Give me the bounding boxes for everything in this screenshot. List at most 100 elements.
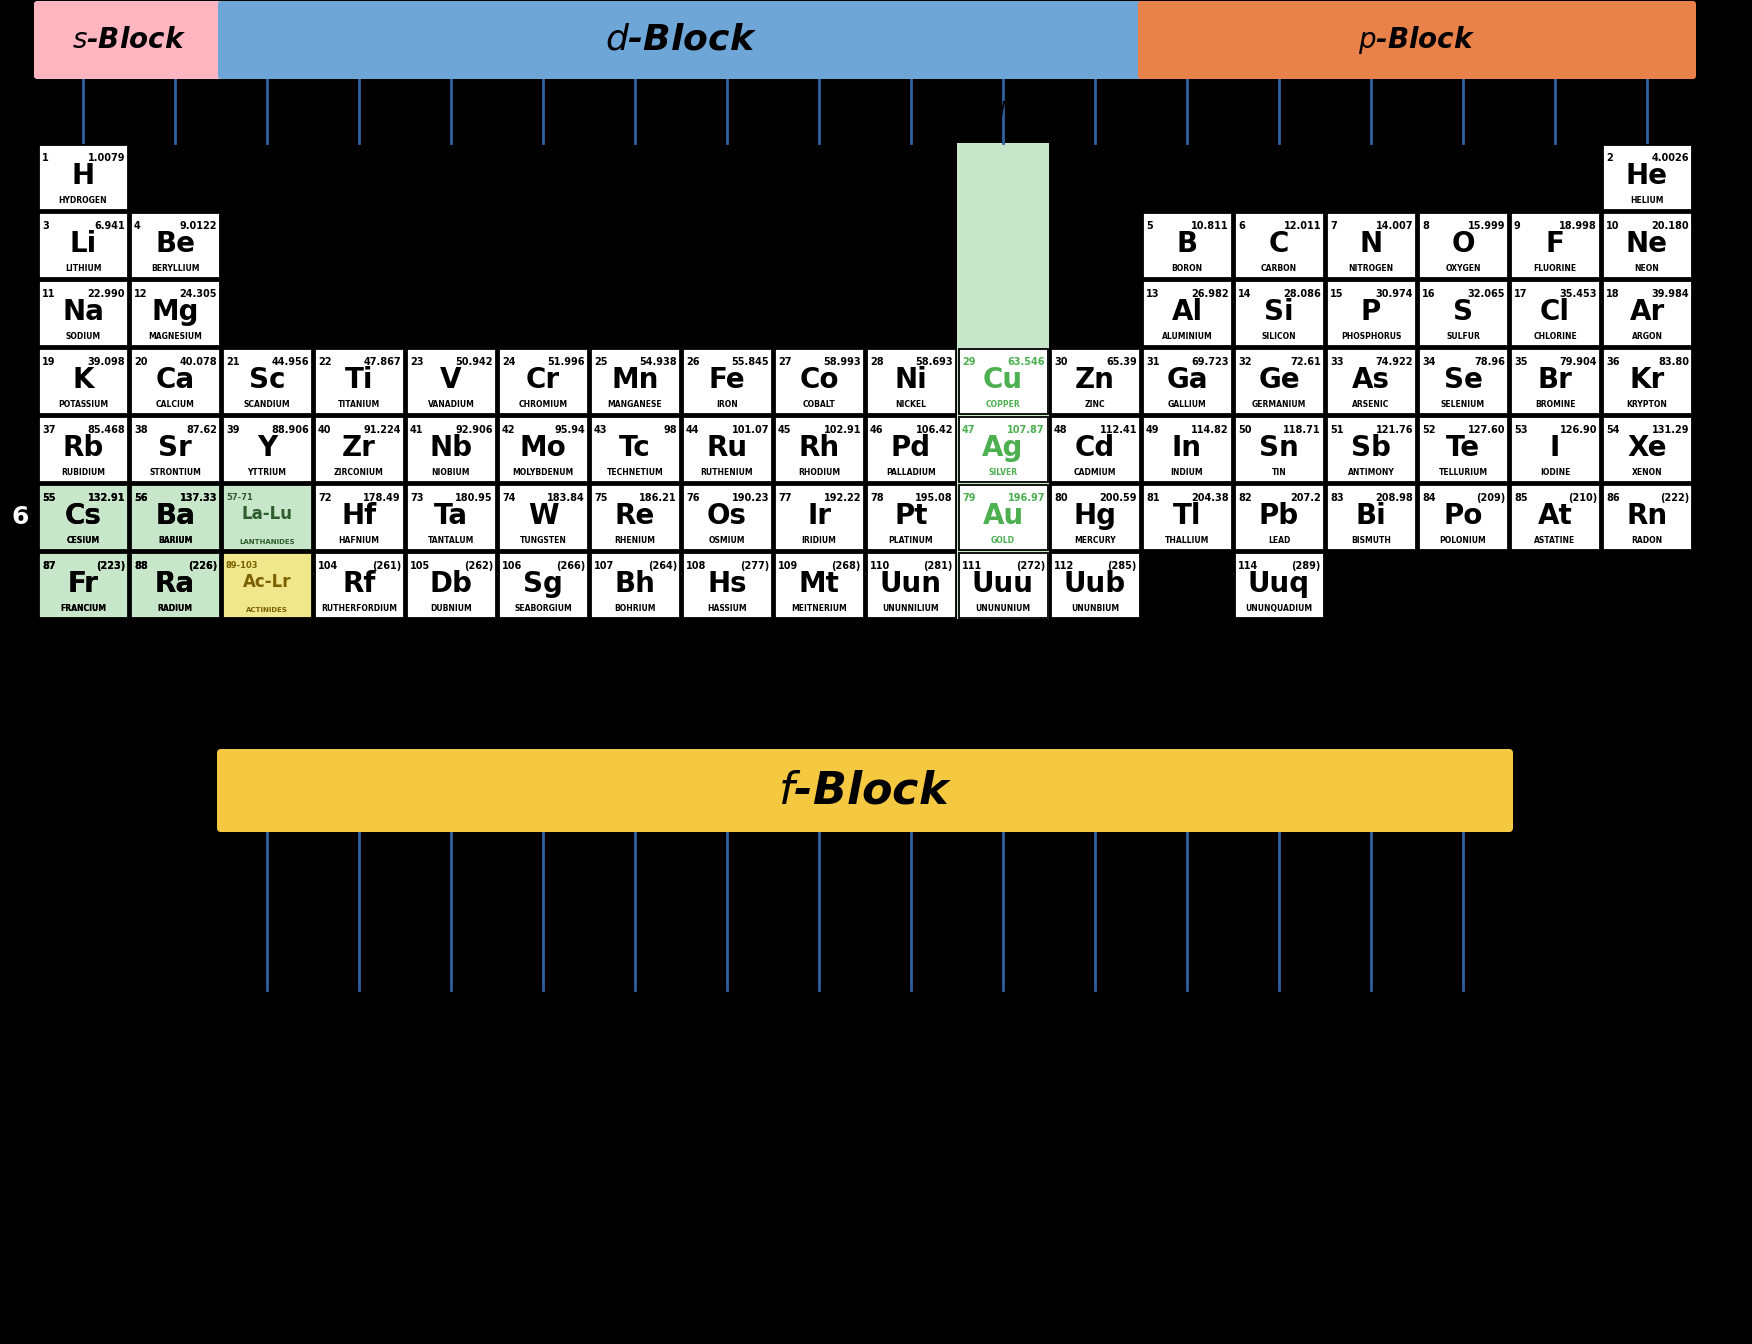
Text: SILICON: SILICON	[1261, 332, 1296, 341]
Text: Ne: Ne	[1626, 230, 1668, 258]
Text: Sc: Sc	[249, 366, 286, 394]
Text: 29: 29	[962, 358, 976, 367]
Text: C: C	[1268, 230, 1289, 258]
Text: THALLIUM: THALLIUM	[1165, 536, 1209, 546]
Bar	[1142, 417, 1232, 481]
Text: NIOBIUM: NIOBIUM	[431, 468, 470, 477]
Text: IRON: IRON	[717, 401, 738, 409]
Text: 6: 6	[1239, 220, 1244, 231]
Text: 74: 74	[503, 493, 515, 503]
Text: 37: 37	[42, 425, 56, 435]
Text: 121.76: 121.76	[1375, 425, 1414, 435]
Text: SEABORGIUM: SEABORGIUM	[513, 603, 571, 613]
Text: 51: 51	[1330, 425, 1344, 435]
Bar	[223, 552, 312, 617]
Text: 87.62: 87.62	[186, 425, 217, 435]
Text: 10: 10	[1607, 220, 1619, 231]
Text: ARGON: ARGON	[1631, 332, 1663, 341]
Text: TELLURIUM: TELLURIUM	[1438, 468, 1487, 477]
Text: STRONTIUM: STRONTIUM	[149, 468, 201, 477]
Bar	[683, 484, 771, 550]
Text: 36: 36	[1607, 358, 1619, 367]
Text: 39.098: 39.098	[88, 358, 124, 367]
Text: HAFNIUM: HAFNIUM	[338, 536, 380, 546]
Text: 19: 19	[42, 358, 56, 367]
Text: 137.33: 137.33	[179, 493, 217, 503]
Text: 24.305: 24.305	[179, 289, 217, 298]
Text: 107.87: 107.87	[1007, 425, 1044, 435]
Text: Li: Li	[70, 230, 96, 258]
Text: 1: 1	[42, 153, 49, 163]
Bar	[39, 484, 128, 550]
Bar	[406, 417, 496, 481]
Text: SCANDIUM: SCANDIUM	[244, 401, 291, 409]
Text: $f$-Block: $f$-Block	[778, 769, 951, 812]
Text: Br: Br	[1538, 366, 1573, 394]
Text: (222): (222)	[1659, 493, 1689, 503]
Text: Be: Be	[154, 230, 194, 258]
Text: 56: 56	[133, 493, 147, 503]
Text: $d^9$: $d^9$	[990, 97, 1016, 122]
Text: Hg: Hg	[1074, 501, 1116, 530]
Bar	[1603, 212, 1691, 277]
Text: 88: 88	[133, 560, 147, 571]
Text: 25: 25	[594, 358, 608, 367]
Text: Ar: Ar	[1629, 297, 1664, 325]
Text: 83.80: 83.80	[1657, 358, 1689, 367]
Bar	[1235, 212, 1323, 277]
Text: UNUNNILIUM: UNUNNILIUM	[883, 603, 939, 613]
Text: 28: 28	[871, 358, 883, 367]
Bar	[130, 552, 219, 617]
Bar	[683, 417, 771, 481]
Text: 74.922: 74.922	[1375, 358, 1414, 367]
Bar	[499, 552, 587, 617]
Text: UNUNBIUM: UNUNBIUM	[1070, 603, 1120, 613]
Bar	[867, 417, 955, 481]
Text: PALLADIUM: PALLADIUM	[887, 468, 936, 477]
Text: 6.941: 6.941	[95, 220, 124, 231]
Bar	[1510, 417, 1600, 481]
Text: BORON: BORON	[1172, 263, 1202, 273]
Bar	[590, 484, 680, 550]
Text: Xe: Xe	[1628, 434, 1666, 461]
Bar	[1326, 281, 1416, 345]
Text: Ca: Ca	[156, 366, 194, 394]
Text: Uuu: Uuu	[972, 570, 1034, 598]
Text: 21: 21	[226, 358, 240, 367]
Text: RHENIUM: RHENIUM	[615, 536, 655, 546]
Bar	[1142, 281, 1232, 345]
Text: Uun: Uun	[880, 570, 943, 598]
Text: Os: Os	[708, 501, 746, 530]
Text: Ta: Ta	[434, 501, 468, 530]
Text: 38: 38	[133, 425, 147, 435]
Text: Uuq: Uuq	[1247, 570, 1310, 598]
Text: 55: 55	[42, 493, 56, 503]
Bar	[315, 348, 403, 414]
Text: Sb: Sb	[1351, 434, 1391, 461]
Text: ZIRCONIUM: ZIRCONIUM	[335, 468, 384, 477]
Text: 108: 108	[687, 560, 706, 571]
Text: 52: 52	[1423, 425, 1435, 435]
Text: K: K	[72, 366, 95, 394]
Bar	[223, 417, 312, 481]
Text: 82: 82	[1239, 493, 1251, 503]
Text: 40.078: 40.078	[179, 358, 217, 367]
Bar	[39, 281, 128, 345]
Text: Pt: Pt	[894, 501, 929, 530]
Text: 51.996: 51.996	[547, 358, 585, 367]
Text: COBALT: COBALT	[802, 401, 836, 409]
Text: 114.82: 114.82	[1191, 425, 1228, 435]
Text: CARBON: CARBON	[1261, 263, 1296, 273]
Text: 31: 31	[1146, 358, 1160, 367]
Text: UNUNUNIUM: UNUNUNIUM	[976, 603, 1030, 613]
Text: Rn: Rn	[1626, 501, 1668, 530]
Text: 32: 32	[1239, 358, 1251, 367]
Text: Pd: Pd	[892, 434, 930, 461]
Text: 30: 30	[1055, 358, 1067, 367]
Text: Sn: Sn	[1260, 434, 1298, 461]
Text: POTASSIUM: POTASSIUM	[58, 401, 109, 409]
Bar	[39, 212, 128, 277]
Text: Hs: Hs	[708, 570, 746, 598]
Text: Se: Se	[1444, 366, 1482, 394]
Bar	[130, 484, 219, 550]
